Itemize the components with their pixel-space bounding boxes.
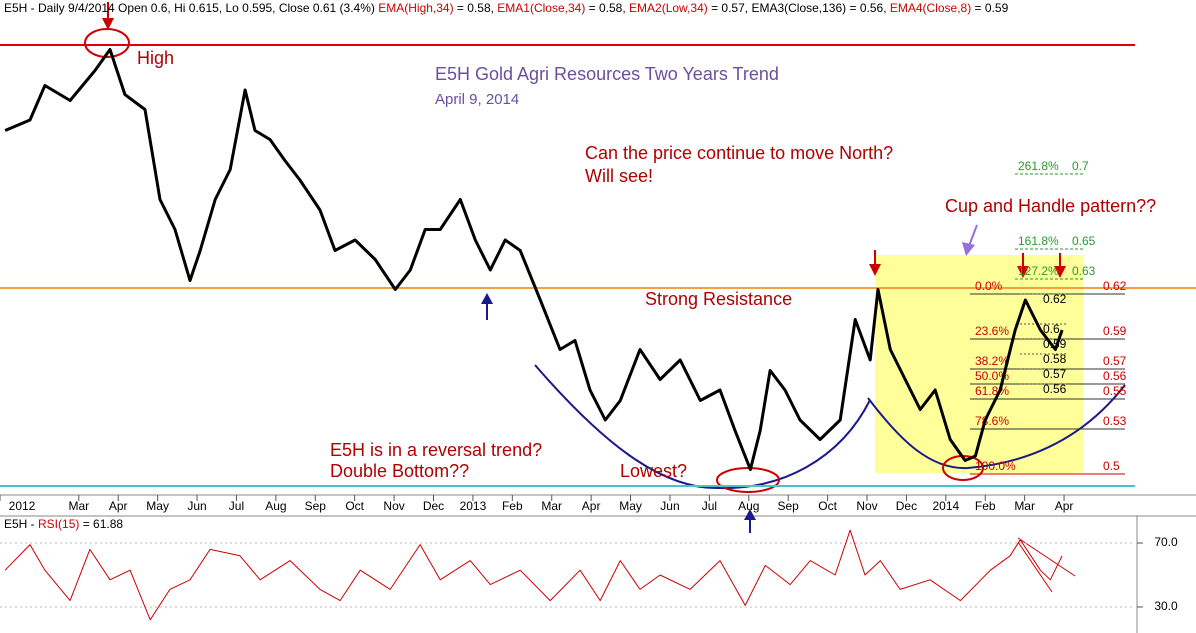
chart-title: E5H Gold Agri Resources Two Years Trend	[435, 64, 779, 84]
fib-label: 100.0%	[975, 459, 1016, 473]
fib-value: 0.56	[1103, 369, 1127, 383]
annotation: Will see!	[585, 166, 653, 186]
arrow	[968, 224, 978, 247]
fib-value: 0.57	[1103, 354, 1127, 368]
x-tick-label: Feb	[975, 499, 996, 513]
header-segment: EMA(High,34)	[378, 1, 453, 15]
fib-value: 0.53	[1103, 414, 1127, 428]
x-tick-label: Jul	[229, 499, 244, 513]
fib-extension-label: 161.8%	[1018, 234, 1059, 248]
fib-extension-label: 261.8%	[1018, 159, 1059, 173]
annotation: High	[137, 48, 174, 68]
fib-label: 61.8%	[975, 384, 1009, 398]
x-tick-label: Jul	[702, 499, 717, 513]
x-tick-label: Nov	[856, 499, 877, 513]
header-segment: EMA3(Close,136)	[751, 1, 846, 15]
trend-line	[1017, 537, 1076, 577]
rsi-header: E5H - RSI(15) = 61.88	[4, 517, 123, 531]
arrow-head	[869, 264, 881, 276]
price-line	[4, 48, 1064, 471]
x-tick-label: Dec	[423, 499, 444, 513]
highlight-circle	[84, 28, 130, 58]
fib2-value: 0.57	[1043, 367, 1067, 381]
header-segment: = 0.59	[971, 1, 1008, 15]
x-tick-label: Aug	[738, 499, 759, 513]
x-tick-label: Apr	[582, 499, 601, 513]
fib2-value: 0.56	[1043, 382, 1067, 396]
chart-subtitle: April 9, 2014	[435, 91, 519, 108]
x-tick-label: Aug	[265, 499, 286, 513]
fib-extension-value: 0.63	[1072, 264, 1096, 278]
fib-extension-label: 127.2%	[1018, 264, 1059, 278]
annotation: E5H is in a reversal trend?	[330, 440, 542, 460]
y-tick-label: 70.0	[1154, 535, 1178, 549]
x-tick-label: Jun	[187, 499, 206, 513]
x-tick-label: Feb	[502, 499, 523, 513]
x-tick-label: Oct	[818, 499, 837, 513]
x-tick-label: May	[619, 499, 642, 513]
x-tick-label: Nov	[383, 499, 404, 513]
header-segment: = 0.58,	[585, 1, 629, 15]
highlight-circle	[716, 467, 780, 493]
fib-extension-value: 0.7	[1072, 159, 1089, 173]
fib-label: 0.0%	[975, 279, 1003, 293]
fib-value: 0.62	[1103, 279, 1127, 293]
x-tick-label: May	[146, 499, 169, 513]
header-segment: = 0.56,	[846, 1, 890, 15]
fib-value: 0.59	[1103, 324, 1127, 338]
header-segment: EMA1(Close,34)	[497, 1, 585, 15]
arrows	[102, 2, 1066, 533]
annotation: Double Bottom??	[330, 461, 469, 481]
arrow-head	[102, 18, 114, 30]
rsi-line	[4, 529, 1063, 621]
header-segment: EMA2(Low,34)	[629, 1, 708, 15]
annotation: Cup and Handle pattern??	[945, 196, 1156, 216]
arrow-head	[744, 509, 756, 520]
x-tick-label: 2012	[9, 499, 36, 513]
header-segment: E5H - Daily 9/4/2014 Open 0.6, Hi 0.615,…	[4, 1, 378, 15]
cup-curve	[867, 384, 1126, 470]
fib-value: 0.5	[1103, 459, 1120, 473]
arrow-head	[481, 293, 493, 304]
annotation: Can the price continue to move North?	[585, 143, 893, 163]
x-tick-label: Mar	[541, 499, 562, 513]
x-tick-label: Dec	[896, 499, 917, 513]
y-tick-label: 30.0	[1154, 599, 1178, 613]
cup-curve	[534, 364, 871, 490]
x-tick-label: Mar	[68, 499, 89, 513]
header: E5H - Daily 9/4/2014 Open 0.6, Hi 0.615,…	[4, 1, 1009, 15]
x-tick-label: Jun	[660, 499, 679, 513]
fib-label: 78.6%	[975, 414, 1009, 428]
x-tick-label: Mar	[1014, 499, 1035, 513]
fib2-value: 0.6	[1043, 322, 1060, 336]
annotation: Strong Resistance	[645, 289, 792, 309]
header-segment: E5H -	[4, 517, 38, 531]
x-tick-label: Oct	[345, 499, 364, 513]
x-tick-label: Apr	[1055, 499, 1074, 513]
fib-label: 38.2%	[975, 354, 1009, 368]
header-segment: = 0.57,	[708, 1, 752, 15]
annotation: Lowest?	[620, 461, 687, 481]
highlight-zone	[875, 255, 1083, 473]
header-segment: EMA4(Close,8)	[890, 1, 971, 15]
header-segment: = 61.88	[79, 517, 123, 531]
x-tick-label: 2013	[460, 499, 487, 513]
x-tick-label: Apr	[109, 499, 128, 513]
fib2-value: 0.58	[1043, 352, 1067, 366]
x-tick-label: Sep	[778, 499, 800, 513]
fib-label: 23.6%	[975, 324, 1009, 338]
fib2-value: 0.62	[1043, 292, 1067, 306]
x-tick-label: 2014	[932, 499, 959, 513]
fib-value: 0.55	[1103, 384, 1127, 398]
arrow-head	[1017, 266, 1029, 278]
fib-extension-value: 0.65	[1072, 234, 1096, 248]
trend-line	[1017, 541, 1053, 593]
arrow-head	[962, 242, 975, 256]
fib-label: 50.0%	[975, 369, 1009, 383]
header-segment: RSI(15)	[38, 517, 79, 531]
header-segment: = 0.58,	[454, 1, 498, 15]
arrow-head	[1054, 266, 1066, 278]
x-tick-label: Sep	[305, 499, 327, 513]
